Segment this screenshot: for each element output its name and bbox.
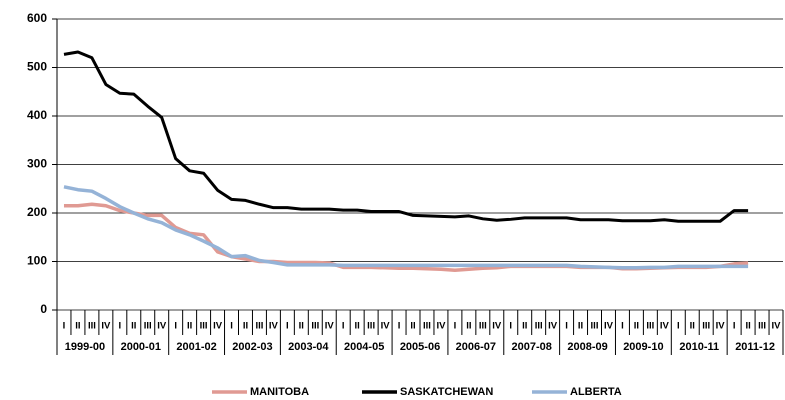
x-tick-label: III <box>646 321 654 332</box>
x-group-label: 1999-00 <box>65 341 105 353</box>
x-tick-label: II <box>690 321 695 332</box>
x-tick-label: II <box>745 321 750 332</box>
x-tick-label: III <box>702 321 710 332</box>
y-tick-label: 300 <box>27 157 47 171</box>
x-tick-label: III <box>144 321 152 332</box>
x-tick-label: I <box>63 321 66 332</box>
x-tick-label: IV <box>269 321 279 332</box>
legend-label: SASKATCHEWAN <box>400 386 493 398</box>
x-tick-label: III <box>535 321 543 332</box>
x-tick-label: II <box>243 321 248 332</box>
x-group-label: 2008-09 <box>567 341 607 353</box>
x-tick-label: II <box>522 321 527 332</box>
x-tick-label: I <box>230 321 233 332</box>
x-tick-label: II <box>466 321 471 332</box>
x-tick-label: II <box>299 321 304 332</box>
x-tick-label: II <box>355 321 360 332</box>
x-tick-label: IV <box>772 321 782 332</box>
x-tick-label: I <box>342 321 345 332</box>
x-tick-label: IV <box>157 321 167 332</box>
x-tick-label: I <box>733 321 736 332</box>
x-group-label: 2003-04 <box>288 341 329 353</box>
x-tick-label: IV <box>381 321 391 332</box>
x-tick-label: II <box>578 321 583 332</box>
y-tick-label: 100 <box>27 254 47 268</box>
x-tick-label: IV <box>548 321 558 332</box>
y-tick-label: 0 <box>40 302 47 316</box>
x-tick-label: IV <box>325 321 335 332</box>
x-tick-label: I <box>454 321 457 332</box>
y-tick-label: 500 <box>27 60 47 74</box>
x-group-label: 2000-01 <box>121 341 161 353</box>
y-tick-label: 400 <box>27 108 47 122</box>
x-group-label: 2002-03 <box>232 341 272 353</box>
x-tick-label: IV <box>101 321 111 332</box>
x-tick-label: IV <box>492 321 502 332</box>
x-tick-label: I <box>621 321 624 332</box>
x-tick-label: II <box>410 321 415 332</box>
x-group-label: 2011-12 <box>735 341 775 353</box>
x-tick-label: I <box>286 321 289 332</box>
x-tick-label: III <box>255 321 263 332</box>
x-group-label: 2006-07 <box>456 341 496 353</box>
x-tick-label: III <box>758 321 766 332</box>
x-tick-label: I <box>174 321 177 332</box>
x-tick-label: III <box>479 321 487 332</box>
x-group-label: 2004-05 <box>344 341 384 353</box>
x-tick-label: III <box>311 321 319 332</box>
x-tick-label: III <box>88 321 96 332</box>
x-tick-label: I <box>398 321 401 332</box>
x-tick-label: III <box>200 321 208 332</box>
x-tick-label: III <box>591 321 599 332</box>
x-tick-label: I <box>565 321 568 332</box>
y-tick-label: 600 <box>27 11 47 25</box>
x-tick-label: I <box>677 321 680 332</box>
x-tick-label: IV <box>213 321 223 332</box>
x-tick-label: II <box>634 321 639 332</box>
x-tick-label: III <box>367 321 375 332</box>
series-line <box>63 50 749 223</box>
x-tick-label: I <box>509 321 512 332</box>
x-tick-label: I <box>119 321 122 332</box>
x-tick-label: II <box>187 321 192 332</box>
x-tick-label: IV <box>716 321 726 332</box>
x-group-label: 2010-11 <box>679 341 719 353</box>
x-tick-label: II <box>75 321 80 332</box>
legend-label: MANITOBA <box>250 386 309 398</box>
y-tick-label: 200 <box>27 205 47 219</box>
x-group-label: 2007-08 <box>512 341 552 353</box>
x-tick-label: IV <box>436 321 446 332</box>
x-tick-label: IV <box>660 321 670 332</box>
x-tick-label: II <box>131 321 136 332</box>
x-group-label: 2001-02 <box>176 341 216 353</box>
x-group-label: 2009-10 <box>623 341 663 353</box>
x-group-label: 2005-06 <box>400 341 440 353</box>
x-tick-label: IV <box>604 321 614 332</box>
series-line <box>63 185 749 270</box>
legend-label: ALBERTA <box>570 386 622 398</box>
x-tick-label: III <box>423 321 431 332</box>
